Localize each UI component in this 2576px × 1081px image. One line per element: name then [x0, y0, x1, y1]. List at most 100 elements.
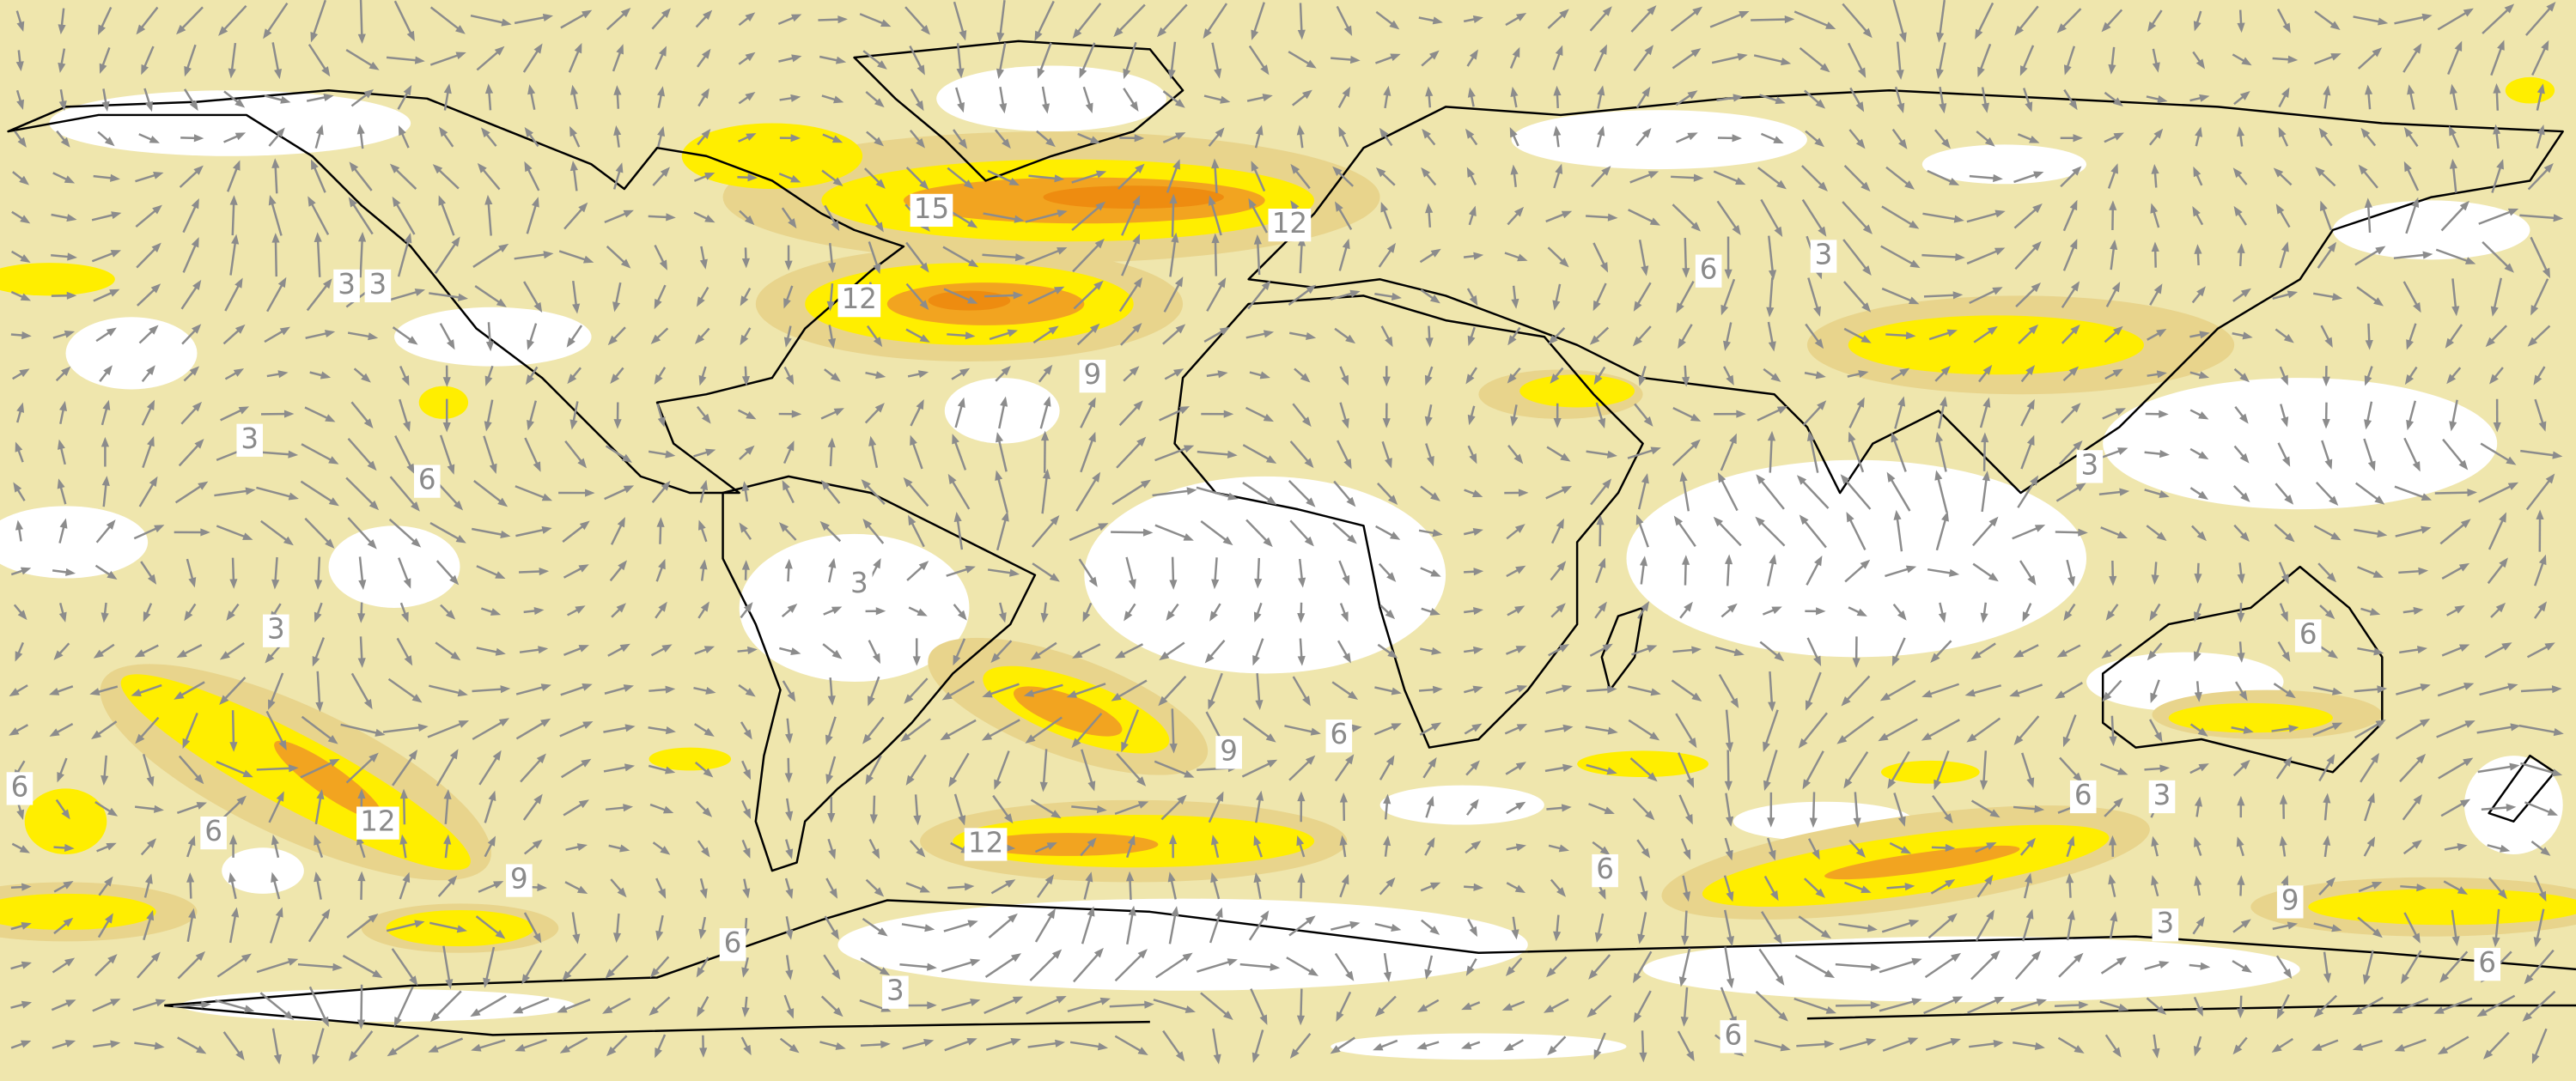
wind-arrowhead [189, 100, 198, 112]
wind-arrowhead [287, 957, 299, 966]
wind-arrowhead [1002, 138, 1011, 149]
wind-arrowhead [947, 473, 957, 485]
wind-arrowhead [2031, 240, 2042, 252]
wind-arrowhead [835, 56, 847, 64]
wind-arrowhead [1251, 161, 1259, 172]
wind-arrowhead [20, 215, 31, 224]
wind-arrowhead [1598, 557, 1606, 568]
wind-arrowhead [314, 232, 322, 243]
wind-arrowhead [2112, 368, 2123, 378]
wind-arrowhead [1343, 459, 1352, 470]
wind-arrowhead [1690, 48, 1702, 58]
wind-arrowhead [874, 98, 885, 108]
wind-arrowhead [1515, 762, 1526, 771]
wind-arrowhead [100, 612, 109, 623]
wind-arrowhead [1729, 433, 1737, 445]
wind-arrowhead [1472, 685, 1483, 694]
wind-arrowhead [1934, 470, 1943, 481]
wind-arrowhead [1725, 742, 1734, 753]
wind-arrowhead [1806, 430, 1815, 442]
wind-arrowhead [105, 913, 113, 924]
wind-arrowhead [1204, 653, 1215, 664]
wind-arrowhead [1425, 86, 1434, 97]
wind-arrowhead [2403, 126, 2414, 137]
wind-arrowhead [1632, 336, 1642, 347]
wind-arrowhead [1430, 568, 1441, 577]
wind-arrowhead [1089, 136, 1101, 144]
wind-arrowhead [2028, 324, 2039, 335]
wind-arrowhead [2533, 374, 2543, 386]
wind-arrowhead [155, 999, 167, 1007]
wind-arrowhead [1975, 28, 1983, 39]
wind-arrowhead [1681, 935, 1690, 946]
wind-arrowhead [970, 958, 981, 967]
wind-arrowhead [100, 775, 109, 786]
wind-arrowhead [1559, 258, 1569, 268]
wind-arrowhead [1853, 817, 1861, 829]
wind-arrowhead [1553, 931, 1562, 942]
wind-arrowhead [702, 807, 713, 817]
wind-arrowhead [2240, 288, 2251, 298]
wind-arrowhead [1263, 413, 1275, 422]
wind-arrowhead [745, 12, 756, 22]
wind-arrowhead [701, 847, 710, 858]
wind-arrowhead [1543, 1005, 1555, 1013]
wind-arrowhead [1776, 406, 1788, 415]
wind-arrowhead [315, 701, 324, 713]
wind-arrowhead [146, 399, 155, 410]
wind-arrowhead [612, 301, 621, 313]
wind-arrowhead [2237, 243, 2245, 253]
wind-arrowhead [2463, 8, 2474, 17]
wind-arrowhead [1679, 471, 1688, 483]
wind-arrowhead [2281, 611, 2288, 622]
wind-arrowhead [1222, 1011, 1233, 1020]
wind-arrowhead [525, 374, 535, 386]
wind-arrowhead [1949, 568, 1960, 577]
contour-label: 12 [1272, 207, 1307, 240]
wind-arrowhead [357, 658, 366, 668]
wind-arrowhead [1088, 431, 1096, 443]
wind-vector [345, 477, 378, 509]
wind-arrowhead [2327, 241, 2337, 252]
wind-arrowhead [1836, 735, 1848, 744]
wind-vector [1768, 235, 1775, 277]
wind-arrowhead [862, 518, 873, 529]
wind-arrowhead [953, 654, 961, 666]
wind-arrowhead [865, 774, 874, 786]
wind-arrowhead [1385, 755, 1395, 766]
wind-arrowhead [2433, 1006, 2445, 1014]
wind-arrowhead [1208, 195, 1216, 206]
wind-arrowhead [1725, 849, 1733, 861]
wind-arrowhead [2063, 610, 2073, 622]
wind-arrowhead [982, 689, 993, 698]
wind-arrowhead [1813, 655, 1822, 666]
contour-label: 3 [1815, 238, 1833, 270]
wind-arrowhead [150, 283, 161, 294]
wind-arrowhead [2326, 572, 2337, 583]
wind-arrowhead [664, 766, 676, 774]
wind-arrowhead [1472, 15, 1483, 24]
wind-arrowhead [2545, 473, 2555, 484]
wind-vector [1073, 949, 1103, 983]
wind-vector [2479, 994, 2516, 1017]
wind-arrowhead [2117, 447, 2128, 455]
wind-arrowhead [398, 124, 406, 137]
wind-arrowhead [699, 258, 708, 270]
wind-arrowhead [958, 815, 966, 826]
wind-arrowhead [2366, 836, 2376, 847]
wind-vector [1029, 950, 1061, 981]
wind-arrowhead [2496, 159, 2504, 170]
wind-arrowhead [1687, 90, 1698, 100]
contour-label: 6 [724, 926, 742, 959]
wind-arrowhead [2507, 208, 2519, 216]
wind-arrowhead [1905, 331, 1916, 340]
wind-arrowhead [1072, 650, 1083, 659]
wind-arrowhead [1087, 837, 1097, 848]
wind-arrowhead [1429, 926, 1440, 935]
wind-arrowhead [401, 611, 409, 622]
wind-arrowhead [2536, 124, 2545, 136]
wind-arrowhead [1166, 610, 1175, 622]
wind-arrowhead [998, 612, 1007, 623]
wind-vector [1935, 472, 1948, 513]
wind-arrowhead [660, 167, 670, 177]
